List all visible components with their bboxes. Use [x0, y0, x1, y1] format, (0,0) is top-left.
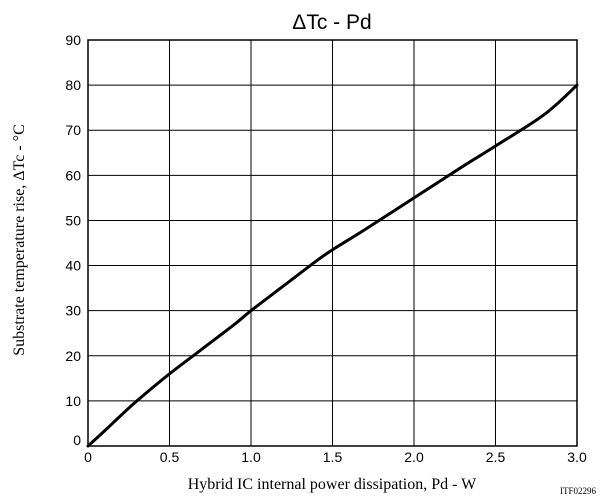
x-tick-label: 1.5: [323, 449, 343, 465]
x-tick-label: 2.0: [404, 449, 424, 465]
y-axis-label: Substrate temperature rise, ΔTc - °C: [11, 124, 28, 356]
y-tick-label: 20: [65, 348, 81, 364]
plot-frame: [87, 39, 578, 447]
x-tick-label: 3.0: [567, 449, 587, 465]
x-tick-label: 0.5: [160, 449, 180, 465]
y-tick-label: 60: [65, 167, 81, 183]
y-tick-label: 50: [65, 212, 81, 228]
y-tick-label: 10: [65, 393, 81, 409]
x-tick-label: 2.5: [486, 449, 506, 465]
chart-title: ΔTc - Pd: [292, 11, 371, 34]
y-tick-label: 80: [65, 77, 81, 93]
x-tick-labels: 0 0.5 1.0 1.5 2.0 2.5 3.0: [84, 449, 587, 465]
figure-code: ITF02296: [560, 486, 597, 496]
y-tick-label: 0: [73, 432, 81, 448]
y-tick-label: 40: [65, 258, 81, 274]
x-tick-label: 0: [84, 449, 92, 465]
y-tick-label: 70: [65, 122, 81, 138]
y-tick-label: 90: [65, 32, 81, 48]
y-tick-labels: 0 10 20 30 40 50 60 70 80 90: [65, 32, 81, 448]
y-tick-label: 30: [65, 303, 81, 319]
grid-lines: [88, 40, 577, 446]
x-axis-label: Hybrid IC internal power dissipation, Pd…: [188, 476, 477, 493]
series-line: [86, 83, 579, 448]
x-tick-label: 1.0: [241, 449, 261, 465]
